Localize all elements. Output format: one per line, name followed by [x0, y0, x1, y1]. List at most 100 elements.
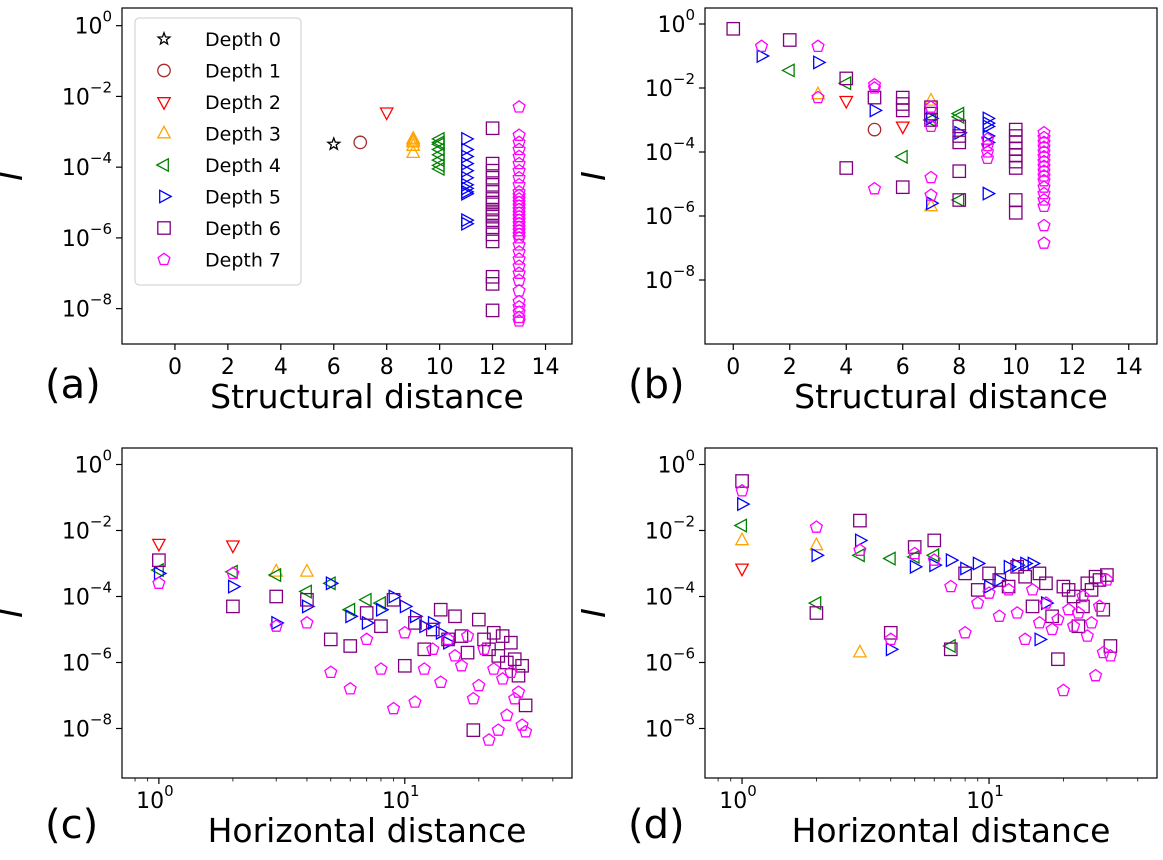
legend-label: Depth 1: [205, 61, 281, 83]
data-point: [952, 193, 967, 207]
legend-label: Depth 3: [205, 124, 281, 146]
data-point: [511, 685, 526, 698]
data-point: [268, 563, 284, 577]
data-point: [782, 33, 797, 47]
data-point: [512, 142, 526, 156]
data-point: [152, 553, 166, 568]
data-point: [1037, 164, 1051, 177]
data-point: [1037, 180, 1051, 193]
data-point: [1001, 579, 1016, 594]
data-point: [504, 665, 518, 679]
data-point: [1039, 576, 1053, 591]
data-point: [466, 723, 481, 738]
data-point: [884, 632, 898, 646]
data-point: [867, 77, 882, 91]
legend-marker: [157, 252, 171, 266]
data-point: [448, 648, 462, 662]
data-point: [924, 100, 938, 113]
data-point: [431, 135, 445, 150]
data-point: [486, 625, 501, 640]
data-point: [735, 483, 749, 497]
data-point: [434, 675, 448, 688]
data-point: [943, 642, 958, 657]
data-point: [980, 151, 995, 165]
plot-frame: [704, 7, 1158, 345]
data-point: [461, 186, 475, 201]
data-point: [425, 622, 440, 637]
data-point: [1080, 629, 1094, 642]
data-point: [1088, 668, 1103, 682]
x-axis-label: Horizontal distance: [792, 811, 1111, 850]
plot-frame: [704, 447, 1158, 779]
data-point: [945, 552, 960, 568]
data-point: [1092, 573, 1107, 587]
data-point: [512, 230, 526, 244]
data-point: [485, 177, 500, 192]
data-point: [958, 625, 972, 639]
data-point: [1037, 199, 1051, 213]
data-point: [1045, 622, 1059, 636]
y-axis-label: I: [0, 608, 30, 618]
x-axis-label: Horizontal distance: [208, 811, 527, 850]
data-point: [927, 553, 941, 566]
data-point: [485, 220, 500, 235]
data-point: [226, 566, 240, 580]
legend-item: Depth 3: [156, 124, 281, 146]
data-point: [512, 149, 526, 163]
data-point: [461, 156, 475, 171]
panel-label-c: (c): [45, 802, 98, 848]
data-point: [809, 536, 824, 551]
data-point: [924, 119, 938, 133]
data-point: [512, 135, 526, 149]
data-point: [485, 269, 500, 284]
data-point: [512, 310, 526, 324]
data-point: [1010, 605, 1024, 619]
data-point: [1008, 205, 1023, 220]
x-axis-label: Structural distance: [794, 377, 1108, 416]
y-axis-label: I: [574, 608, 613, 618]
legend-marker: [156, 124, 172, 139]
data-point: [1032, 615, 1047, 629]
data-point: [408, 616, 422, 630]
data-point: [512, 170, 526, 184]
legend-marker: [157, 221, 171, 235]
data-point: [1084, 583, 1099, 597]
data-point: [500, 708, 514, 721]
data-point: [1100, 572, 1114, 586]
data-point: [300, 592, 314, 607]
data-point: [895, 103, 910, 118]
series-depth-1: [353, 135, 368, 150]
data-point: [1084, 615, 1099, 629]
data-point: [1010, 559, 1025, 574]
data-point: [485, 303, 500, 318]
data-point: [512, 252, 526, 265]
data-point: [1025, 582, 1040, 596]
data-point: [1037, 144, 1051, 158]
data-point: [924, 113, 938, 127]
legend-marker: [157, 63, 171, 78]
data-point: [1037, 159, 1051, 173]
data-point: [929, 557, 943, 573]
data-point: [980, 138, 995, 152]
data-point: [461, 142, 475, 157]
legend-marker: [156, 97, 172, 111]
data-point: [512, 237, 526, 251]
legend-item: Depth 4: [155, 155, 281, 177]
data-point: [1039, 596, 1053, 609]
data-point: [460, 629, 475, 642]
data-point: [984, 579, 998, 594]
data-point: [472, 678, 486, 692]
legend-marker: [155, 157, 169, 173]
data-point: [972, 556, 987, 571]
data-point: [1037, 236, 1051, 249]
x-tick-label: 12: [1058, 355, 1086, 380]
data-point: [838, 95, 854, 110]
data-point: [781, 63, 795, 78]
x-tick-label: 6: [896, 355, 910, 380]
series-depth-3: [405, 130, 421, 159]
data-point: [419, 618, 433, 634]
data-point: [460, 645, 475, 660]
data-point: [811, 90, 825, 104]
data-point: [869, 103, 884, 118]
data-point: [431, 161, 445, 177]
